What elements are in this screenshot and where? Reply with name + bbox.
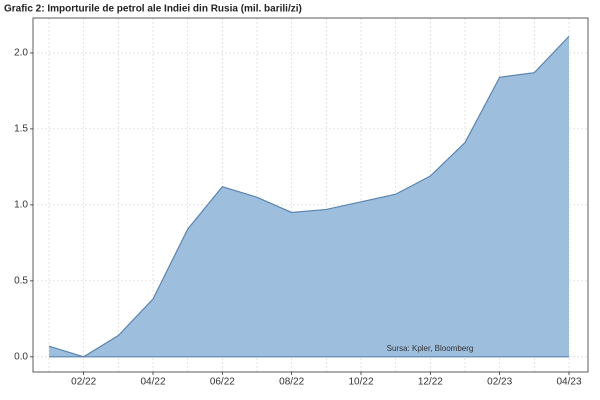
- x-tick-label: 06/22: [210, 377, 235, 388]
- line: [48, 35, 570, 358]
- y-tick-label: 1.0: [14, 200, 28, 211]
- x-tick-label: 02/23: [487, 377, 512, 388]
- x-tick-label: 12/22: [418, 377, 443, 388]
- y-tick-label: 0.5: [14, 275, 28, 286]
- chart-title: Grafic 2: Importurile de petrol ale Indi…: [4, 4, 302, 15]
- area: [49, 36, 569, 357]
- y-tick-label: 1.5: [14, 124, 28, 135]
- y-tick-label: 0.0: [14, 351, 28, 362]
- y-tick-label: 2.0: [14, 48, 28, 59]
- plot-frame: [32, 17, 589, 373]
- annotation: Sursa: Kpler, Bloomberg: [387, 344, 474, 353]
- x-tick-label: 04/23: [556, 377, 581, 388]
- x-tick-label: 02/22: [71, 377, 96, 388]
- x-tick-label: 04/22: [140, 377, 165, 388]
- x-tick-label: 10/22: [348, 377, 373, 388]
- x-tick-label: 08/22: [279, 377, 304, 388]
